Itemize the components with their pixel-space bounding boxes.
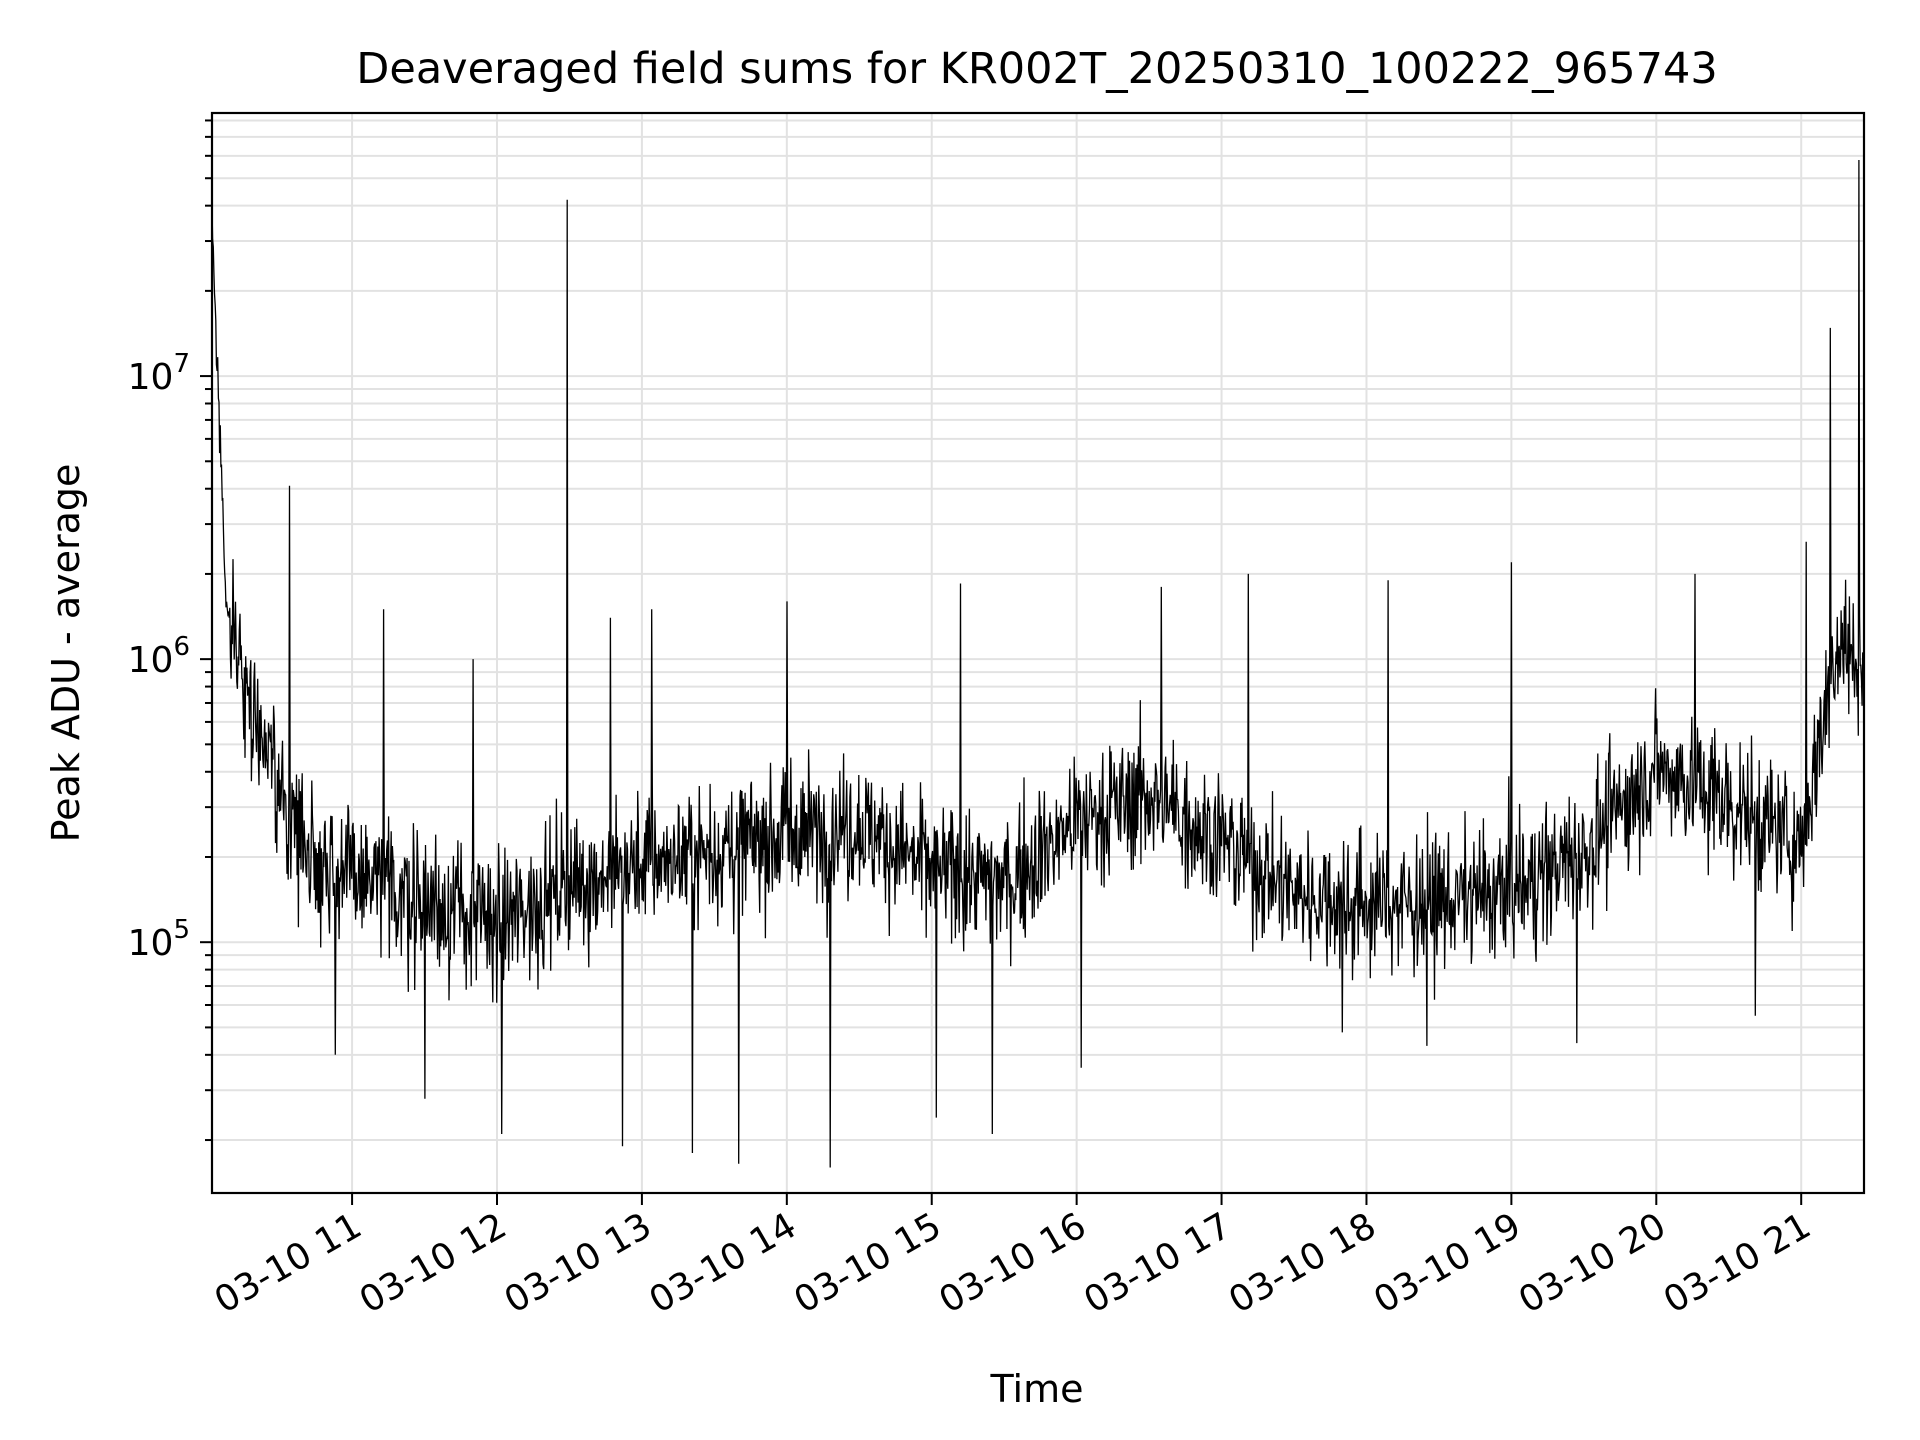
y-tick-label: 106 [128, 632, 190, 681]
series-layer [211, 159, 1865, 1168]
y-tick-label: 105 [128, 915, 190, 964]
series-line [211, 159, 1865, 1168]
y-tick-label: 107 [128, 349, 190, 398]
y-axis: 105 106 107 [128, 119, 212, 1142]
x-axis-label: Time [990, 1367, 1084, 1411]
chart-title: Deaveraged field sums for KR002T_2025031… [356, 44, 1718, 94]
plot-frame [210, 111, 1866, 1195]
y-axis-label: Peak ADU - average [44, 464, 88, 843]
